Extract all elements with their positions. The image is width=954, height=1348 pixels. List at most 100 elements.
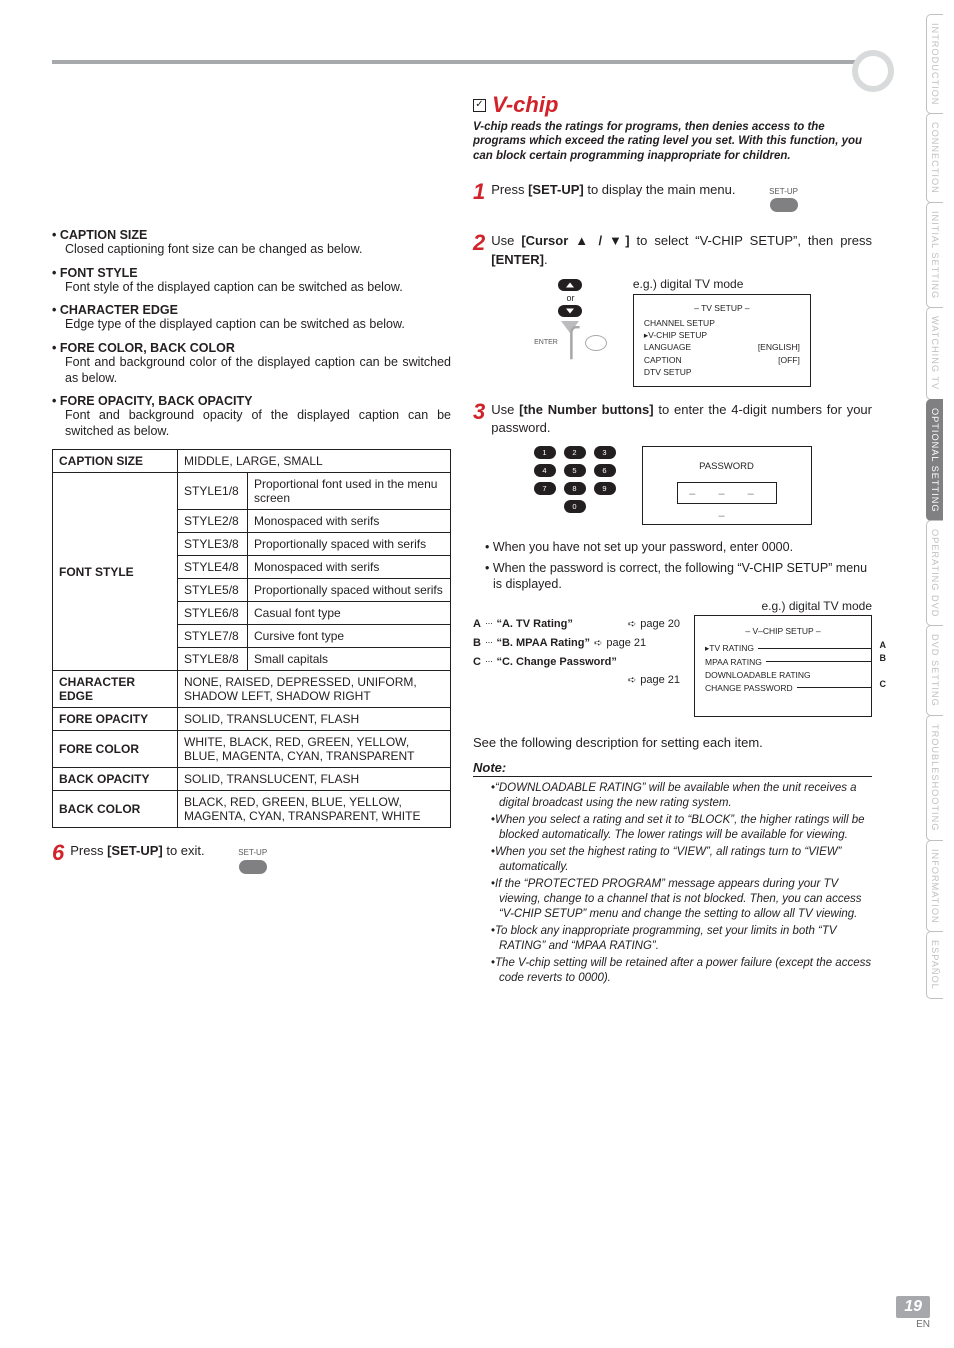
tbl-fore-color-val: WHITE, BLACK, RED, GREEN, YELLOW, BLUE, …	[178, 731, 451, 768]
step-3-bullet-2-text: When the password is correct, the follow…	[493, 561, 867, 592]
numpad-7: 7	[534, 482, 556, 495]
note-heading: Note:	[473, 760, 872, 777]
note-3: When you set the highest rating to “VIEW…	[491, 845, 872, 875]
opt-caption-size-desc: Closed captioning font size can be chang…	[65, 242, 451, 258]
note-list: “DOWNLOADABLE RATING” will be available …	[473, 781, 872, 985]
tbl-style1-k: STYLE1/8	[178, 473, 248, 510]
step-1-post: to display the main menu.	[584, 182, 736, 197]
note-6: The V-chip setting will be retained afte…	[491, 956, 872, 986]
tab-information[interactable]: INFORMATION	[926, 840, 943, 933]
ref-c-page: page 21	[640, 671, 680, 690]
step-3-text: Use [the Number buttons] to enter the 4-…	[491, 401, 872, 437]
opt-fore-back-opacity-label: FORE OPACITY, BACK OPACITY	[52, 394, 451, 408]
tbl-char-edge-head: CHARACTER EDGE	[53, 671, 178, 708]
numpad-3: 3	[594, 446, 616, 459]
step-2-number: 2	[473, 232, 485, 254]
opt-char-edge-label: CHARACTER EDGE	[52, 303, 451, 317]
number-pad-diagram: 123 456 789 0	[534, 446, 616, 513]
tab-optional-setting[interactable]: OPTIONAL SETTING	[926, 399, 943, 521]
tbl-fore-color-head: FORE COLOR	[53, 731, 178, 768]
step-3-bullet-2: • When the password is correct, the foll…	[485, 560, 872, 594]
tbl-style3-k: STYLE3/8	[178, 533, 248, 556]
eg-label-1: e.g.) digital TV mode	[633, 277, 811, 291]
opt-caption-size-label: CAPTION SIZE	[52, 228, 451, 242]
page-footer: 19 EN	[896, 1296, 930, 1330]
page-number: 19	[896, 1296, 930, 1318]
tbl-back-opacity-val: SOLID, TRANSLUCENT, FLASH	[178, 768, 451, 791]
tbl-style4-v: Monospaced with serifs	[248, 556, 451, 579]
tab-dvd-setting[interactable]: DVD SETTING	[926, 625, 943, 716]
step-2-pre: Use	[491, 233, 521, 248]
ref-a-page: page 20	[640, 615, 680, 634]
left-column: CAPTION SIZE Closed captioning font size…	[52, 92, 451, 987]
tab-espanol[interactable]: ESPAÑOL	[926, 931, 943, 999]
numpad-8: 8	[564, 482, 586, 495]
setup-button-label-r: SET-UP	[769, 186, 798, 197]
osd2-change-pw: CHANGE PASSWORD	[705, 683, 793, 693]
tab-initial-setting[interactable]: INITIAL SETTING	[926, 202, 943, 308]
tbl-fore-opacity-head: FORE OPACITY	[53, 708, 178, 731]
step-3-number: 3	[473, 401, 485, 423]
note-1: “DOWNLOADABLE RATING” will be available …	[491, 781, 872, 811]
step-6-number: 6	[52, 842, 64, 864]
opt-fore-back-color-desc: Font and background color of the display…	[65, 355, 451, 386]
tbl-fore-opacity-val: SOLID, TRANSLUCENT, FLASH	[178, 708, 451, 731]
note-4: If the “PROTECTED PROGRAM” message appea…	[491, 877, 872, 922]
tbl-style2-v: Monospaced with serifs	[248, 510, 451, 533]
logo-circle	[852, 50, 894, 92]
opt-font-style-label: FONT STYLE	[52, 266, 451, 280]
tab-watching-tv[interactable]: WATCHING TV	[926, 307, 943, 399]
osd2-mpaa-rating: MPAA RATING	[705, 657, 762, 667]
enter-button-icon	[585, 335, 607, 351]
ref-a-label: “A. TV Rating”	[496, 615, 572, 634]
step-2-mid: to select “V-CHIP SETUP”, then press	[630, 233, 872, 248]
right-column: ✓ V-chip V-chip reads the ratings for pr…	[473, 92, 872, 987]
eg-label-2: e.g.) digital TV mode	[761, 599, 872, 613]
tbl-char-edge-val: NONE, RAISED, DEPRESSED, UNIFORM, SHADOW…	[178, 671, 451, 708]
vchip-setup-osd-title: – V–CHIP SETUP –	[705, 626, 861, 636]
osd2-tv-rating: TV RATING	[705, 643, 754, 654]
cursor-buttons-diagram: or ENTER ⎧	[534, 277, 607, 351]
password-label: PASSWORD	[651, 461, 803, 472]
tbl-caption-size-head: CAPTION SIZE	[53, 450, 178, 473]
ref-b-label: “B. MPAA Rating”	[496, 634, 590, 653]
setup-button-icon-r	[770, 198, 798, 212]
note-2: When you select a rating and set it to “…	[491, 813, 872, 843]
page-lang: EN	[896, 1319, 930, 1330]
numpad-6: 6	[594, 464, 616, 477]
opt-fore-back-color-label: FORE COLOR, BACK COLOR	[52, 341, 451, 355]
tab-operating-dvd[interactable]: OPERATING DVD	[926, 520, 943, 626]
tbl-back-color-val: BLACK, RED, GREEN, BLUE, YELLOW, MAGENTA…	[178, 791, 451, 828]
osd-row-language: LANGUAGE	[644, 341, 691, 353]
cursor-down-icon	[558, 305, 582, 317]
opt-fore-back-opacity-desc: Font and background opacity of the displ…	[65, 408, 451, 439]
note-5: To block any inappropriate programming, …	[491, 924, 872, 954]
tbl-style1-v: Proportional font used in the menu scree…	[248, 473, 451, 510]
tbl-style5-k: STYLE5/8	[178, 579, 248, 602]
tv-setup-osd: – TV SETUP – CHANNEL SETUP V-CHIP SETUP …	[633, 294, 811, 388]
enter-label: ENTER	[534, 339, 558, 346]
step-2-bold: [Cursor ▲ / ▼]	[521, 233, 629, 248]
tab-troubleshooting[interactable]: TROUBLESHOOTING	[926, 715, 943, 840]
setup-button-icon	[239, 860, 267, 874]
tbl-style3-v: Proportionally spaced with serifs	[248, 533, 451, 556]
password-osd: PASSWORD – – – –	[642, 446, 812, 525]
tbl-style6-v: Casual font type	[248, 602, 451, 625]
tbl-style8-k: STYLE8/8	[178, 648, 248, 671]
step-1-number: 1	[473, 181, 485, 203]
tab-introduction[interactable]: INTRODUCTION	[926, 14, 943, 114]
numpad-1: 1	[534, 446, 556, 459]
step-3-bold: [the Number buttons]	[519, 402, 653, 417]
vchip-setup-osd: – V–CHIP SETUP – TV RATING MPAA RATING D…	[694, 615, 872, 717]
step-2-post: .	[544, 252, 548, 267]
cursor-up-icon	[558, 279, 582, 291]
ref-links: A···“A. TV Rating”➪ page 20 B···“B. MPAA…	[473, 615, 680, 690]
opt-font-style-desc: Font style of the displayed caption can …	[65, 280, 451, 296]
step-6-post: to exit.	[163, 843, 205, 858]
tv-setup-osd-title: – TV SETUP –	[644, 303, 800, 313]
osd-row-language-val: [ENGLISH]	[758, 341, 800, 353]
ref-c-label: “C. Change Password”	[496, 653, 616, 672]
osd2-downloadable: DOWNLOADABLE RATING	[705, 670, 811, 680]
tab-connection[interactable]: CONNECTION	[926, 113, 943, 203]
tbl-style4-k: STYLE4/8	[178, 556, 248, 579]
